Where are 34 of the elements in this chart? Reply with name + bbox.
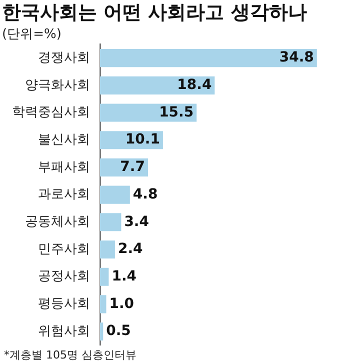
y-tick-label: 평등사회 (38, 296, 90, 312)
data-label: 34.8 (279, 50, 314, 66)
data-label: 1.0 (109, 296, 134, 312)
bar (100, 213, 122, 232)
bar (100, 76, 215, 94)
y-tick-label: 경쟁사회 (38, 50, 90, 66)
text: *계층별 105명 심층인터뷰 (4, 348, 136, 362)
bar (100, 104, 197, 122)
y-tick-label: 불신사회 (38, 132, 90, 148)
data-label: 2.4 (118, 241, 144, 258)
y-tick-label: 위험사회 (38, 324, 90, 339)
bar (100, 322, 104, 341)
bar (100, 240, 115, 259)
data-label: 18.4 (177, 77, 212, 94)
y-tick-label: 학력중심사회 (12, 105, 90, 120)
y-tick-label: 부패사회 (38, 160, 90, 175)
data-label: 1.4 (112, 268, 137, 284)
chart-subtitle: (단위=%) (2, 26, 62, 42)
bar (100, 268, 109, 286)
bar (100, 295, 106, 314)
data-label: 7.7 (120, 159, 145, 176)
bar (100, 186, 130, 204)
chart-title: 한국사회는 어떤 사회라고 생각하나 (2, 1, 307, 24)
y-tick-label: 민주사회 (38, 242, 90, 257)
data-label: 10.1 (125, 132, 160, 148)
y-tick-label: 공동체사회 (25, 214, 90, 230)
data-label: 3.4 (124, 214, 150, 230)
data-label: 0.5 (106, 323, 131, 340)
data-label: 4.8 (132, 186, 158, 202)
data-label: 15.5 (159, 104, 194, 120)
y-tick-label: 과로사회 (38, 187, 90, 202)
y-tick-label: 공정사회 (38, 269, 90, 284)
bar (100, 49, 317, 68)
y-tick-label: 양극화사회 (25, 78, 90, 93)
